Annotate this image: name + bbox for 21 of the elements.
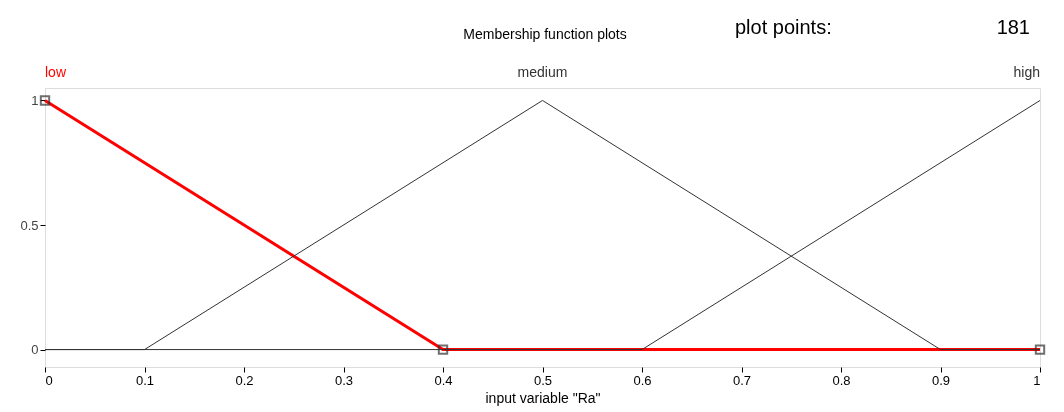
x-tick-label: 1 [1033, 372, 1041, 388]
x-tick-label: 0.4 [434, 372, 453, 388]
x-tick-label: 0.7 [732, 372, 752, 388]
text: plot points: [735, 16, 832, 38]
series-label: high [1013, 64, 1040, 80]
x-tick-label: 0 [45, 372, 53, 388]
x-tick-label: 0.1 [135, 372, 155, 388]
chart-title: Membership function plots [463, 26, 627, 42]
x-tick-label: 0.9 [931, 372, 951, 388]
x-tick-label: 0.8 [832, 372, 851, 388]
x-tick-label: 0.5 [533, 372, 553, 388]
text: medium [517, 64, 568, 80]
x-tick-label: 0.6 [633, 372, 652, 388]
y-tick-label: 0.5 [20, 217, 39, 233]
x-axis-title: input variable "Ra" [485, 389, 601, 406]
y-tick-label: 1 [31, 92, 39, 108]
y-tick-label: 0 [31, 342, 39, 358]
x-tick-label: 0.3 [334, 372, 354, 388]
text: 181 [996, 16, 1030, 38]
x-tick-label: 0.2 [235, 372, 254, 388]
series-label: low [45, 64, 67, 80]
